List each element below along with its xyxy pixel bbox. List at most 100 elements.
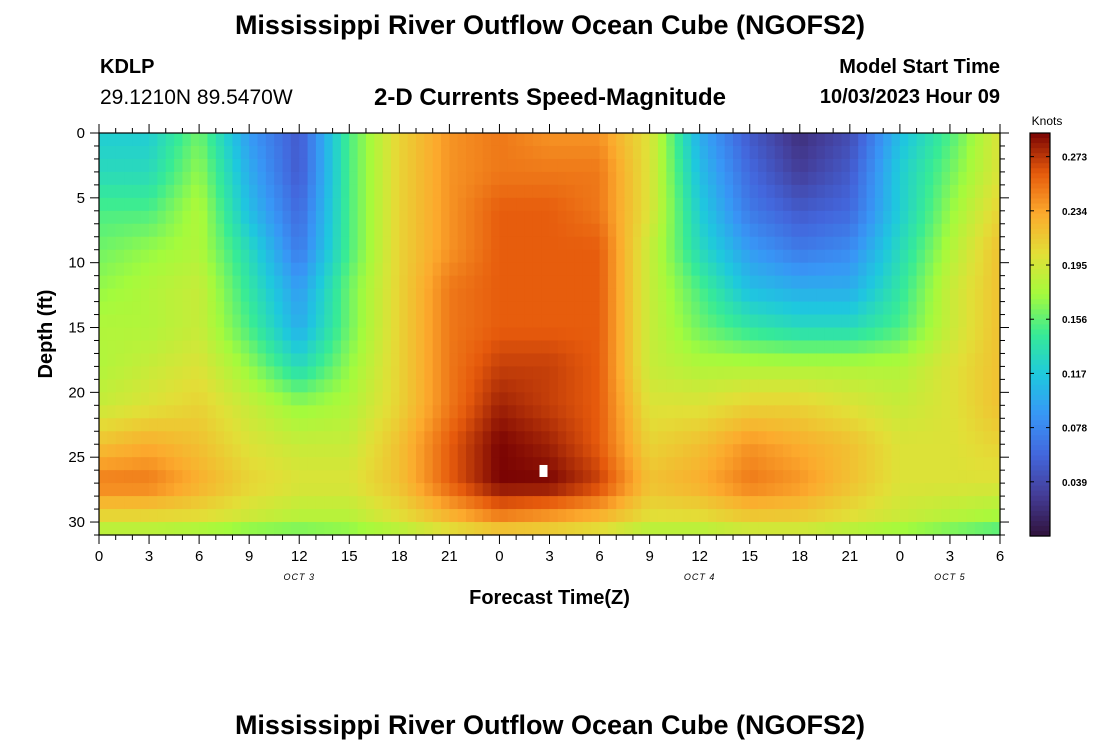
heatmap-cell: [349, 418, 359, 432]
heatmap-cell: [349, 314, 359, 329]
heatmap-cell: [566, 483, 576, 497]
heatmap-cell: [624, 444, 634, 458]
heatmap-cell: [691, 483, 701, 497]
heatmap-cell: [524, 340, 534, 355]
heatmap-cell: [466, 431, 476, 445]
heatmap-cell: [215, 158, 225, 173]
heatmap-cell: [624, 379, 634, 393]
heatmap-cell: [941, 327, 951, 342]
heatmap-cell: [399, 145, 409, 160]
heatmap-cell: [382, 379, 392, 393]
heatmap-cell: [841, 353, 851, 368]
heatmap-cell: [607, 392, 617, 406]
heatmap-cell: [324, 314, 334, 329]
heatmap-cell: [215, 405, 225, 419]
heatmap-cell: [541, 145, 551, 160]
heatmap-cell: [507, 353, 517, 368]
heatmap-cell: [741, 262, 751, 277]
heatmap-cell: [290, 340, 300, 355]
heatmap-cell: [124, 184, 133, 199]
heatmap-cell: [315, 145, 325, 160]
heatmap-cell: [457, 327, 467, 342]
heatmap-cell: [866, 509, 876, 523]
heatmap-cell: [766, 327, 776, 342]
heatmap-cell: [474, 457, 484, 471]
heatmap-cell: [99, 145, 108, 160]
heatmap-cell: [282, 184, 292, 199]
heatmap-cell: [758, 184, 767, 199]
heatmap-cell: [983, 405, 993, 419]
heatmap-cell: [616, 301, 626, 316]
heatmap-cell: [182, 314, 192, 329]
heatmap-cell: [858, 509, 868, 523]
heatmap-cell: [240, 444, 250, 458]
heatmap-cell: [474, 275, 484, 290]
heatmap-cell: [799, 327, 809, 342]
heatmap-cell: [124, 249, 133, 264]
heatmap-cell: [916, 158, 926, 173]
heatmap-cell: [682, 158, 692, 173]
heatmap-cell: [566, 197, 576, 212]
heatmap-cell: [849, 158, 859, 173]
heatmap-cell: [215, 236, 225, 251]
heatmap-cell: [766, 223, 776, 238]
heatmap-cell: [432, 236, 442, 251]
date-label: OCT 5: [934, 572, 966, 582]
heatmap-cell: [549, 275, 559, 290]
heatmap-cell: [441, 418, 450, 432]
heatmap-cell: [858, 483, 868, 497]
heatmap-cell: [582, 379, 592, 393]
heatmap-cell: [741, 301, 751, 316]
heatmap-cell: [374, 145, 384, 160]
heatmap-cell: [124, 301, 133, 316]
heatmap-cell: [749, 184, 759, 199]
heatmap-cell: [374, 444, 384, 458]
heatmap-cell: [808, 379, 818, 393]
colorbar-segment: [1030, 465, 1050, 472]
heatmap-cell: [599, 431, 609, 445]
heatmap-cell: [324, 262, 334, 277]
heatmap-cell: [332, 444, 342, 458]
heatmap-cell: [974, 470, 984, 484]
heatmap-cell: [899, 262, 909, 277]
heatmap-cell: [357, 353, 367, 368]
heatmap-cell: [299, 340, 309, 355]
heatmap-cell: [816, 158, 826, 173]
heatmap-cell: [574, 392, 584, 406]
heatmap-cell: [115, 470, 125, 484]
heatmap-cell: [966, 444, 976, 458]
heatmap-cell: [265, 301, 275, 316]
heatmap-cell: [424, 301, 434, 316]
heatmap-cell: [991, 470, 1001, 484]
heatmap-cell: [749, 340, 759, 355]
heatmap-cell: [249, 444, 259, 458]
heatmap-cell: [657, 340, 667, 355]
heatmap-cell: [866, 262, 876, 277]
heatmap-cell: [624, 262, 634, 277]
heatmap-cell: [232, 496, 242, 510]
heatmap-cell: [883, 171, 893, 186]
heatmap-cell: [124, 353, 133, 368]
heatmap-cell: [841, 379, 851, 393]
heatmap-cell: [282, 353, 292, 368]
heatmap-cell: [215, 444, 225, 458]
heatmap-cell: [307, 444, 317, 458]
heatmap-cell: [632, 366, 642, 380]
heatmap-cell: [624, 210, 634, 225]
heatmap-cell: [916, 314, 926, 329]
heatmap-cell: [833, 171, 843, 186]
heatmap-cell: [466, 249, 476, 264]
heatmap-cell: [240, 301, 250, 316]
heatmap-cell: [265, 379, 275, 393]
heatmap-cell: [649, 262, 659, 277]
heatmap-cell: [849, 379, 859, 393]
heatmap-cell: [791, 444, 801, 458]
heatmap-cell: [941, 171, 951, 186]
heatmap-cell: [182, 236, 192, 251]
heatmap-cell: [958, 275, 968, 290]
heatmap-cell: [983, 301, 993, 316]
heatmap-cell: [574, 275, 584, 290]
heatmap-cell: [824, 288, 834, 303]
heatmap-cell: [365, 133, 375, 147]
heatmap-cell: [666, 184, 676, 199]
